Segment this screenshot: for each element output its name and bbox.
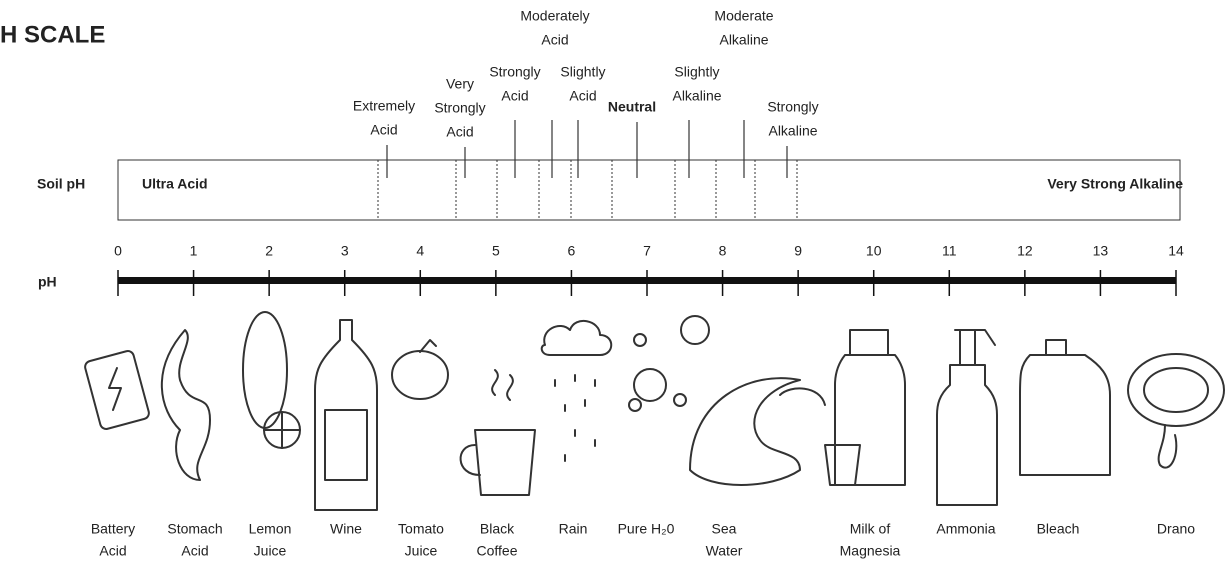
item-label: Ammonia — [936, 521, 995, 537]
item-label: Rain — [559, 521, 588, 537]
soil-class-label: Strongly — [489, 64, 540, 80]
tick-label: 10 — [866, 243, 882, 259]
soil-class-label: Acid — [370, 122, 397, 138]
lemon-icon — [242, 311, 301, 449]
tick-label: 13 — [1093, 243, 1109, 259]
item-label: Bleach — [1037, 521, 1080, 537]
wave-icon — [689, 377, 826, 486]
tick-label: 12 — [1017, 243, 1033, 259]
soil-class-label: Strongly — [434, 100, 485, 116]
tick-label: 6 — [568, 243, 576, 259]
item-label: Stomach — [167, 521, 222, 537]
soil-class-label: Moderately — [520, 8, 589, 24]
milk-bottle-icon — [824, 329, 906, 486]
rain-icon — [540, 320, 613, 462]
icons — [84, 311, 1225, 511]
tick-label: 0 — [114, 243, 122, 259]
soil-class-label: Acid — [501, 88, 528, 104]
title: H SCALE — [0, 21, 105, 48]
item-label: Acid — [99, 543, 126, 559]
spray-bottle-icon — [936, 329, 998, 506]
tick-label: 11 — [942, 243, 957, 259]
item-label: Acid — [181, 543, 208, 559]
tick-label: 8 — [719, 243, 727, 259]
tick-label: 2 — [265, 243, 273, 259]
item-label: Wine — [330, 521, 362, 537]
tomato-icon — [391, 339, 449, 400]
item-label: Sea — [712, 521, 737, 537]
wine-icon — [314, 319, 378, 511]
soil-box — [117, 159, 1181, 221]
soil-class-label: Moderate — [714, 8, 773, 24]
soil-class-label: Alkaline — [719, 32, 768, 48]
bleach-icon — [1019, 339, 1111, 476]
soil-left: Ultra Acid — [142, 176, 208, 192]
soil-class-label: Acid — [541, 32, 568, 48]
item-label: Water — [706, 543, 743, 559]
tick-label: 9 — [794, 243, 802, 259]
battery-icon — [84, 350, 150, 430]
soil-class-label: Very — [446, 76, 474, 92]
tick-label: 3 — [341, 243, 349, 259]
stomach-icon — [160, 329, 211, 481]
item-label: Drano — [1157, 521, 1195, 537]
soil-class-label: Extremely — [353, 98, 415, 114]
soil-class-label: Acid — [569, 88, 596, 104]
soil-class-label: Slightly — [560, 64, 605, 80]
item-label: Black — [480, 521, 515, 537]
item-label: Coffee — [477, 543, 518, 559]
item-label: Battery — [91, 521, 135, 537]
item-label: Lemon — [249, 521, 292, 537]
soil-label: Soil pH — [37, 176, 85, 192]
tick-label: 5 — [492, 243, 500, 259]
item-label: Juice — [405, 543, 438, 559]
soil-class-label: Alkaline — [768, 123, 817, 139]
soil-class-label: Alkaline — [672, 88, 721, 104]
item-label: Tomato — [398, 521, 444, 537]
tick-label: 1 — [190, 243, 198, 259]
tick-label: 7 — [643, 243, 651, 259]
drano-icon — [1127, 353, 1225, 469]
item-label: Magnesia — [840, 543, 901, 559]
tick-label: 14 — [1168, 243, 1184, 259]
soil-class-label: Neutral — [608, 99, 656, 115]
soil-class-label: Strongly — [767, 99, 818, 115]
soil-right: Very Strong Alkaline — [1047, 176, 1183, 192]
soil-class-label: Slightly — [674, 64, 719, 80]
coffee-icon — [459, 369, 536, 496]
item-label: Pure H₂0 — [618, 521, 675, 537]
water-molecule-icon — [628, 315, 710, 412]
item-label: Juice — [254, 543, 287, 559]
tick-label: 4 — [416, 243, 424, 259]
item-label: Milk of — [850, 521, 891, 537]
soil-class-label: Acid — [446, 124, 473, 140]
scale-label: pH — [38, 274, 57, 290]
